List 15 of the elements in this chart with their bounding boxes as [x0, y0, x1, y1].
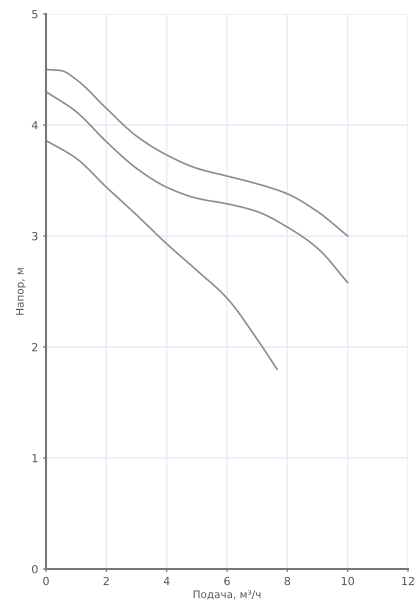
y-tick-label: 3 — [32, 232, 38, 240]
y-tick-label: 4 — [32, 121, 38, 130]
x-tick-label: 0 — [43, 576, 49, 586]
x-tick-label: 6 — [224, 576, 230, 586]
y-tick-label: 5 — [32, 10, 38, 18]
x-tick-label: 12 — [402, 576, 414, 586]
x-axis-title: Подача, м³/ч — [194, 590, 260, 600]
y-axis-title: Напор, м — [16, 268, 26, 315]
x-tick-label: 10 — [342, 576, 354, 586]
x-tick-label: 4 — [164, 576, 170, 586]
x-tick-label: 2 — [104, 576, 109, 586]
y-tick-label: 2 — [32, 342, 38, 352]
y-tick-label: 0 — [32, 564, 38, 574]
x-tick-label: 8 — [284, 576, 290, 586]
y-tick-label: 1 — [32, 454, 38, 462]
